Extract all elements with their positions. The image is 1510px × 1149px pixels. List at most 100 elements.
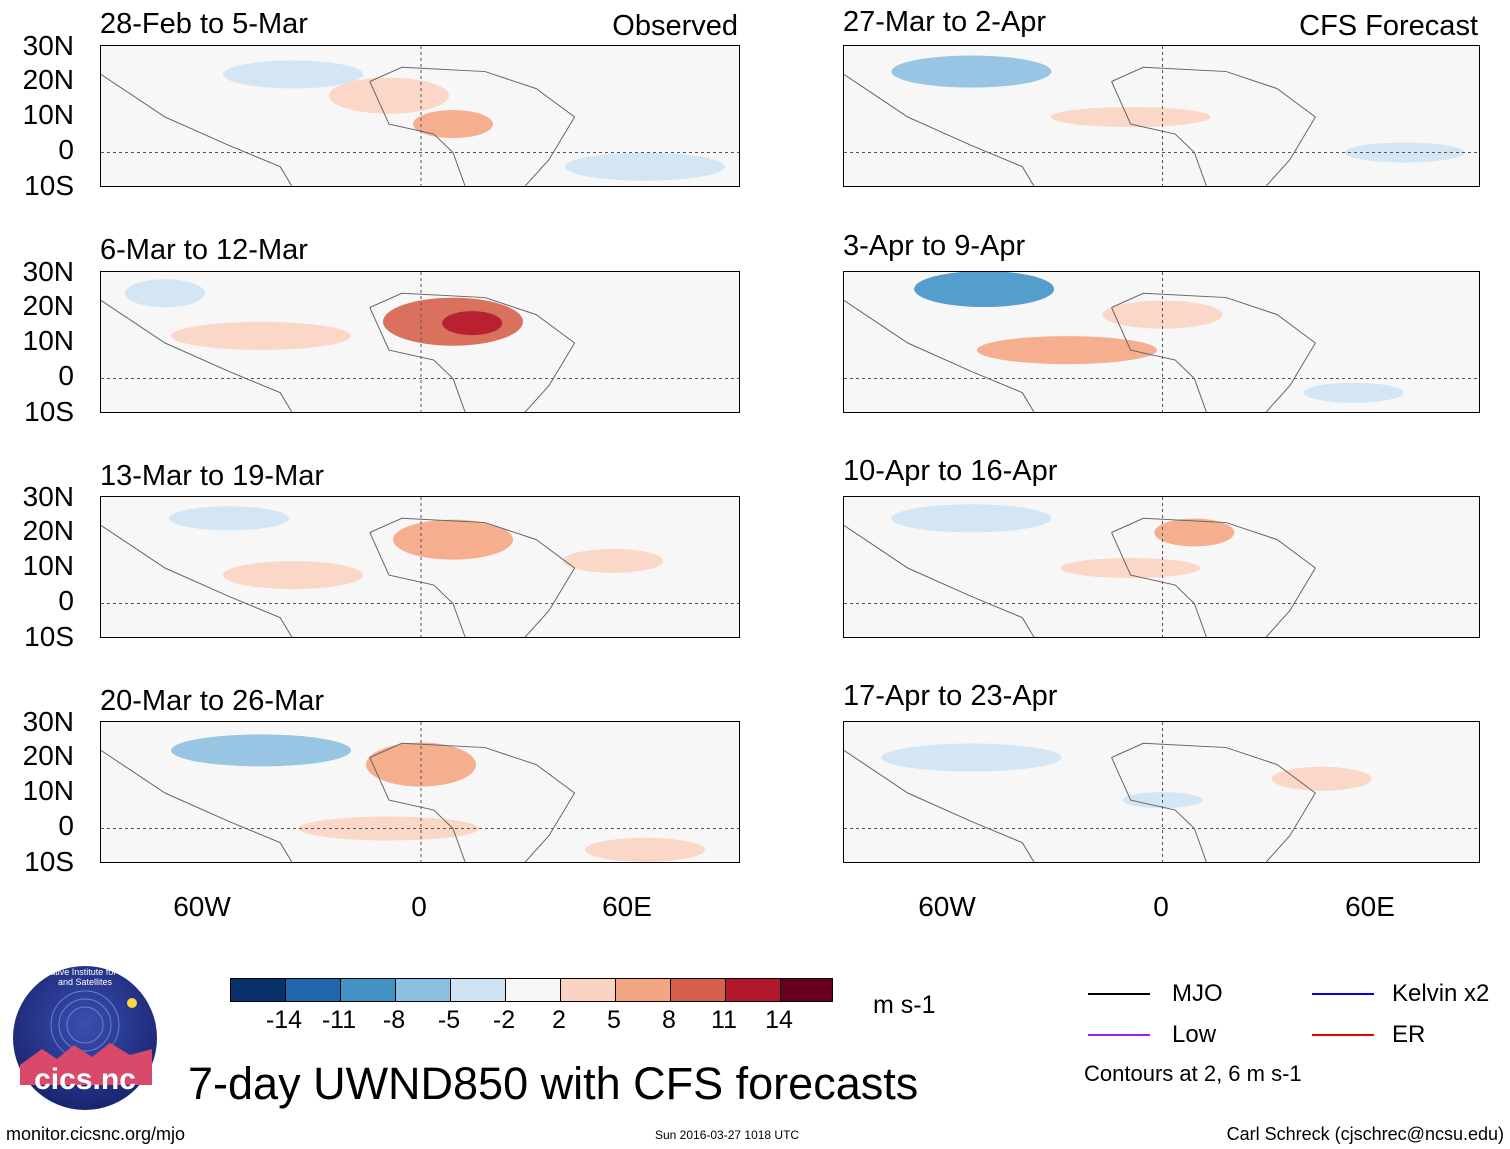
colorbar-swatch [725,978,781,1002]
logo-text: cics.nc [34,1063,136,1096]
legend-line-mjo [1088,993,1150,995]
coastline [101,299,293,412]
anomaly-shading [891,55,1052,88]
anomaly-shading [891,504,1052,533]
contour-note: Contours at 2, 6 m s-1 [1084,1061,1302,1086]
anomaly-shading [223,561,363,590]
logo-ring-text: Cooperative Institute for Climate and Sa… [20,967,150,987]
colorbar-units: m s-1 [873,991,936,1019]
map-panel-observed-3 [100,496,740,638]
colorbar-swatch [285,978,341,1002]
cics-logo: cics.nc Cooperative Institute for Climat… [12,965,158,1111]
anomaly-shading [171,734,351,767]
colorbar-tick: 14 [765,1006,793,1034]
coastline [844,749,1035,862]
anomaly-shading [1060,558,1201,578]
lat-tick-label: 20N [22,515,74,546]
footer-url: monitor.cicsnc.org/mjo [6,1124,186,1144]
lat-tick-label: 10S [24,170,74,201]
lat-tick-label: 30N [22,481,74,512]
panel-title: 17-Apr to 23-Apr [843,680,1058,712]
colorbar-swatch [340,978,396,1002]
anomaly-shading [125,279,205,308]
colorbar-swatch [560,978,616,1002]
coastline [369,292,576,412]
panel-title: 10-Apr to 16-Apr [843,455,1058,487]
legend-label: ER [1392,1021,1426,1048]
map-panel-observed-4 [100,721,740,863]
coastline [101,73,293,186]
coastline [1111,742,1317,862]
panel-title: 28-Feb to 5-Mar [100,8,308,40]
anomaly-shading [1050,107,1211,127]
anomaly-shading [413,110,493,139]
anomaly-shading [169,506,289,531]
map-panel-observed-1 [100,45,740,187]
anomaly-shading [171,321,351,350]
lat-tick-label: 20N [22,64,74,95]
coastline [1111,292,1317,412]
colorbar-tick: 2 [552,1006,566,1034]
colorbar-tick: -14 [265,1006,303,1034]
panel-title: 27-Mar to 2-Apr [843,6,1047,38]
map-panel-forecast-3 [843,496,1480,638]
panel-title: 13-Mar to 19-Mar [100,460,325,492]
coastline [844,299,1035,412]
lat-tick-label: 20N [22,290,74,321]
colorbar-tick: 8 [662,1006,676,1034]
anomaly-shading [1154,518,1235,547]
map-panel-forecast-1 [843,45,1480,187]
coastline [369,66,576,186]
lat-tick-label: 10S [24,396,74,427]
forecast-label: CFS Forecast [1299,10,1478,42]
coastline [844,73,1035,186]
colorbar-swatch [450,978,506,1002]
coastline [1111,517,1317,637]
anomaly-shading [565,152,725,181]
figure-title: 7-day UWND850 with CFS forecasts [188,1058,919,1109]
map-panel-forecast-2 [843,271,1480,413]
lat-tick-label: 10N [22,325,74,356]
footer-timestamp: Sun 2016-03-27 1018 UTC [655,1128,800,1142]
colorbar-swatch [505,978,561,1002]
lat-tick-label: 20N [22,740,74,771]
lat-tick-label: 30N [22,256,74,287]
anomaly-shading [393,519,513,560]
anomaly-shading [1271,766,1372,791]
anomaly-shading [585,837,705,862]
anomaly-shading [329,77,449,114]
lat-tick-label: 30N [22,706,74,737]
legend-line-er [1312,1034,1374,1036]
anomaly-shading [976,336,1157,365]
anomaly-shading [914,272,1055,308]
colorbar-tick: 11 [711,1006,737,1034]
lat-tick-label: 0 [58,360,74,391]
colorbar-tick: -8 [382,1006,406,1034]
colorbar-swatch [615,978,671,1002]
coastline [844,524,1035,637]
lat-tick-label: 10S [24,621,74,652]
anomaly-shading [563,548,663,573]
footer-author: Carl Schreck (cjschrec@ncsu.edu) [1226,1124,1504,1144]
colorbar-swatch [230,978,286,1002]
panel-title: 6-Mar to 12-Mar [100,234,308,266]
anomaly-shading [1303,382,1404,403]
lat-tick-label: 0 [58,585,74,616]
legend-label: Kelvin x2 [1392,980,1490,1007]
lon-tick-label: 60E [602,891,652,922]
coastline [369,742,576,862]
legend-line-kelvin [1312,993,1374,995]
coastline [1111,66,1317,186]
lat-tick-label: 0 [58,134,74,165]
colorbar-tick: 5 [607,1006,621,1034]
coastline [369,517,576,637]
lat-tick-label: 10N [22,775,74,806]
lat-tick-label: 10S [24,846,74,877]
colorbar-swatch [670,978,726,1002]
colorbar-swatch [395,978,451,1002]
lon-tick-label: 0 [411,891,427,922]
map-panel-observed-2 [100,271,740,413]
colorbar-tick: -11 [321,1006,357,1034]
lat-tick-label: 10N [22,550,74,581]
observed-label: Observed [612,10,738,42]
